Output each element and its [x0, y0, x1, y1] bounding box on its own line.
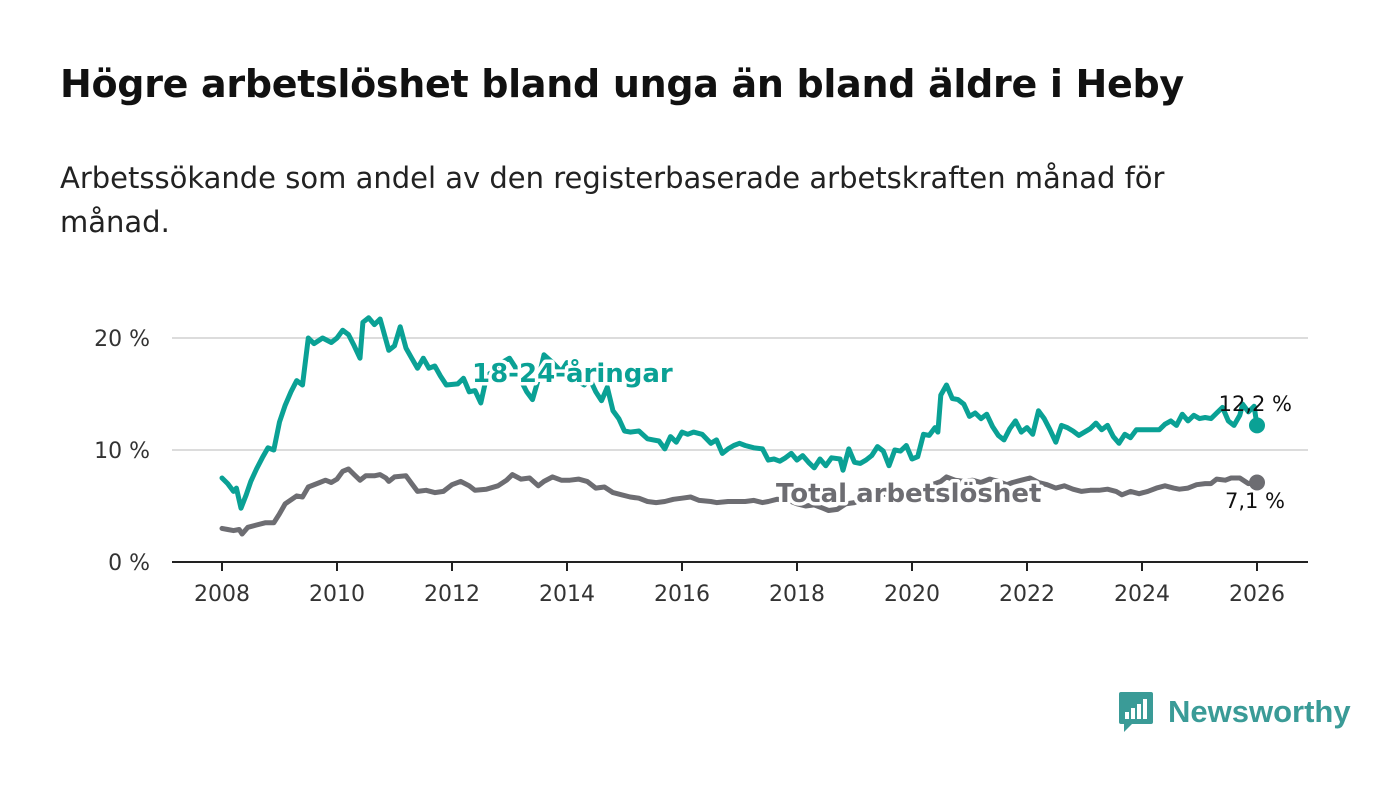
end-point-18-24: [1249, 417, 1265, 434]
brand-name: Newsworthy: [1168, 694, 1351, 729]
y-tick-label: 10 %: [94, 439, 150, 464]
chart-title: Högre arbetslöshet bland unga än bland ä…: [60, 62, 1184, 106]
x-tick-label: 2018: [769, 582, 825, 607]
x-tick-label: 2010: [309, 582, 365, 607]
series-line-total: [219, 466, 1260, 537]
series-label-total: Total arbetslöshet: [776, 479, 1041, 509]
x-tick-label: 2026: [1229, 582, 1285, 607]
x-tick-label: 2008: [194, 582, 250, 607]
y-tick-label: 20 %: [94, 327, 150, 352]
x-tick-label: 2014: [539, 582, 595, 607]
x-tick-label: 2022: [999, 582, 1055, 607]
x-tick-label: 2024: [1114, 582, 1170, 607]
x-tick-label: 2012: [424, 582, 480, 607]
series-line-18-24: [219, 315, 1260, 511]
end-value-label-total: 7,1 %: [1225, 489, 1285, 513]
series-label-18-24: 18-24-åringar: [472, 357, 673, 389]
brand-logo[interactable]: Newsworthy: [1118, 690, 1351, 734]
x-tick-label: 2020: [884, 582, 940, 607]
chart-subtitle: Arbetssökande som andel av den registerb…: [60, 161, 1165, 239]
y-tick-label: 0 %: [108, 551, 150, 576]
end-value-label-18-24: 12,2 %: [1219, 392, 1292, 416]
end-point-total: [1249, 474, 1265, 491]
bar-chart-speech-bubble-icon: [1119, 692, 1153, 732]
x-tick-label: 2016: [654, 582, 710, 607]
